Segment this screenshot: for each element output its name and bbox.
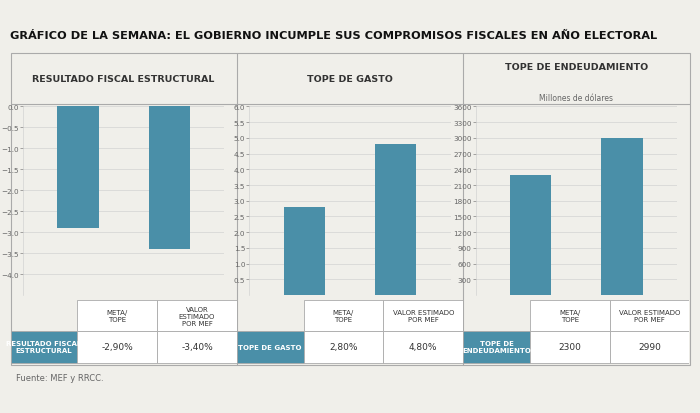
FancyBboxPatch shape [304, 331, 384, 363]
Text: Fuente: MEF y RRCC.: Fuente: MEF y RRCC. [16, 373, 104, 382]
FancyBboxPatch shape [610, 331, 690, 363]
Bar [375, 145, 416, 295]
FancyBboxPatch shape [77, 300, 157, 331]
FancyBboxPatch shape [157, 300, 237, 331]
Text: TOPE DE
ENDEUDAMIENTO: TOPE DE ENDEUDAMIENTO [462, 341, 531, 354]
Text: VALOR ESTIMADO
POR MEF: VALOR ESTIMADO POR MEF [393, 309, 454, 322]
Text: META/
TOPE: META/ TOPE [106, 309, 128, 322]
Text: TOPE DE ENDEUDAMIENTO: TOPE DE ENDEUDAMIENTO [505, 62, 648, 71]
FancyBboxPatch shape [77, 331, 157, 363]
FancyBboxPatch shape [304, 300, 384, 331]
Text: VALOR
ESTIMADO
POR MEF: VALOR ESTIMADO POR MEF [178, 306, 215, 326]
Text: 2300: 2300 [559, 343, 581, 351]
Bar [57, 107, 99, 228]
Text: RESULTADO FISCAL ESTRUCTURAL: RESULTADO FISCAL ESTRUCTURAL [32, 75, 215, 84]
FancyBboxPatch shape [530, 300, 610, 331]
Text: META/
TOPE: META/ TOPE [333, 309, 354, 322]
Text: TOPE DE GASTO: TOPE DE GASTO [239, 344, 302, 350]
Text: 4,80%: 4,80% [409, 343, 438, 351]
FancyBboxPatch shape [157, 331, 237, 363]
Text: RESULTADO FISCAL
ESTRUCTURAL: RESULTADO FISCAL ESTRUCTURAL [6, 341, 81, 354]
Bar [601, 139, 643, 295]
Bar [284, 207, 325, 295]
Text: TOPE DE GASTO: TOPE DE GASTO [307, 75, 393, 84]
Text: -3,40%: -3,40% [181, 343, 213, 351]
Text: VALOR ESTIMADO
POR MEF: VALOR ESTIMADO POR MEF [619, 309, 680, 322]
Text: GRÁFICO DE LA SEMANA: EL GOBIERNO INCUMPLE SUS COMPROMISOS FISCALES EN AÑO ELECT: GRÁFICO DE LA SEMANA: EL GOBIERNO INCUMP… [10, 31, 657, 40]
FancyBboxPatch shape [530, 331, 610, 363]
FancyBboxPatch shape [384, 331, 463, 363]
Text: Millones de dólares: Millones de dólares [539, 94, 613, 102]
Text: 2990: 2990 [638, 343, 661, 351]
Text: -2,90%: -2,90% [102, 343, 133, 351]
Text: META/
TOPE: META/ TOPE [559, 309, 580, 322]
Bar [510, 175, 551, 295]
Text: 2,80%: 2,80% [329, 343, 358, 351]
FancyBboxPatch shape [610, 300, 690, 331]
FancyBboxPatch shape [384, 300, 463, 331]
FancyBboxPatch shape [10, 331, 77, 363]
FancyBboxPatch shape [463, 331, 530, 363]
Bar [149, 107, 190, 249]
FancyBboxPatch shape [237, 331, 304, 363]
